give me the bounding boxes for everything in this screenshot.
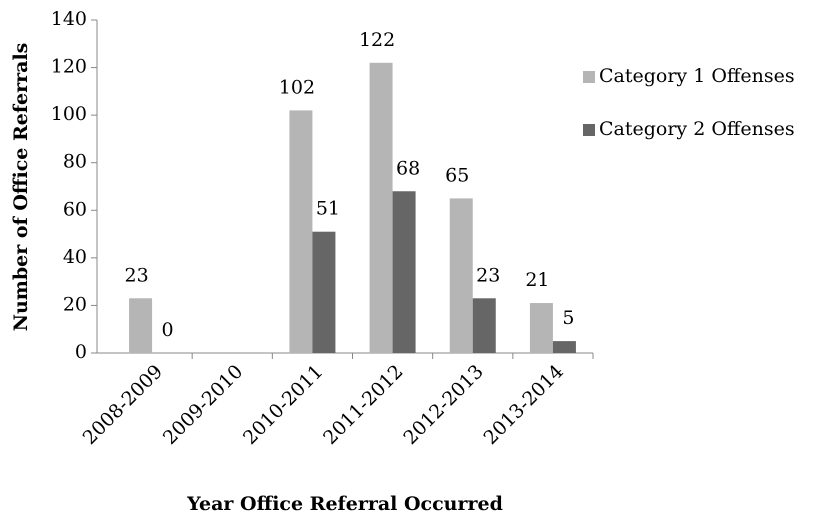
value-label: 23 (124, 264, 148, 286)
y-tick-label: 20 (63, 293, 87, 315)
legend-swatch (583, 71, 595, 83)
bar (552, 341, 576, 353)
legend-swatch (583, 124, 595, 136)
value-label: 102 (279, 76, 315, 98)
bar (129, 298, 153, 353)
value-label: 21 (525, 269, 549, 291)
bar (392, 191, 416, 353)
bar (529, 303, 553, 353)
x-tick-label: 2010-2011 (239, 361, 327, 449)
x-tick-label: 2008-2009 (79, 361, 167, 449)
y-tick-label: 140 (51, 8, 87, 30)
bar (312, 231, 336, 353)
value-label: 51 (316, 198, 340, 220)
y-tick-label: 40 (63, 246, 87, 268)
value-label: 0 (162, 319, 174, 341)
value-label: 65 (445, 164, 469, 186)
x-tick-label: 2011-2012 (319, 361, 407, 449)
value-label: 23 (476, 264, 500, 286)
x-tick-label: 2012-2013 (399, 361, 487, 449)
value-label: 122 (359, 29, 395, 51)
bar (289, 110, 313, 353)
y-tick-label: 100 (51, 103, 87, 125)
x-tick-label: 2013-2014 (479, 361, 567, 449)
value-label: 68 (396, 157, 420, 179)
value-label: 5 (562, 307, 574, 329)
bar (369, 62, 393, 354)
bar (472, 298, 496, 353)
y-tick-label: 0 (75, 341, 87, 363)
legend-label: Category 1 Offenses (599, 65, 795, 87)
y-tick-label: 80 (63, 151, 87, 173)
x-axis-title: Year Office Referral Occurred (186, 493, 503, 515)
y-tick-label: 60 (63, 198, 87, 220)
legend-label: Category 2 Offenses (599, 118, 795, 140)
bar (449, 198, 473, 353)
y-tick-label: 120 (51, 56, 87, 78)
y-axis-title: Number of Office Referrals (10, 43, 32, 332)
x-tick-label: 2009-2010 (159, 361, 247, 449)
